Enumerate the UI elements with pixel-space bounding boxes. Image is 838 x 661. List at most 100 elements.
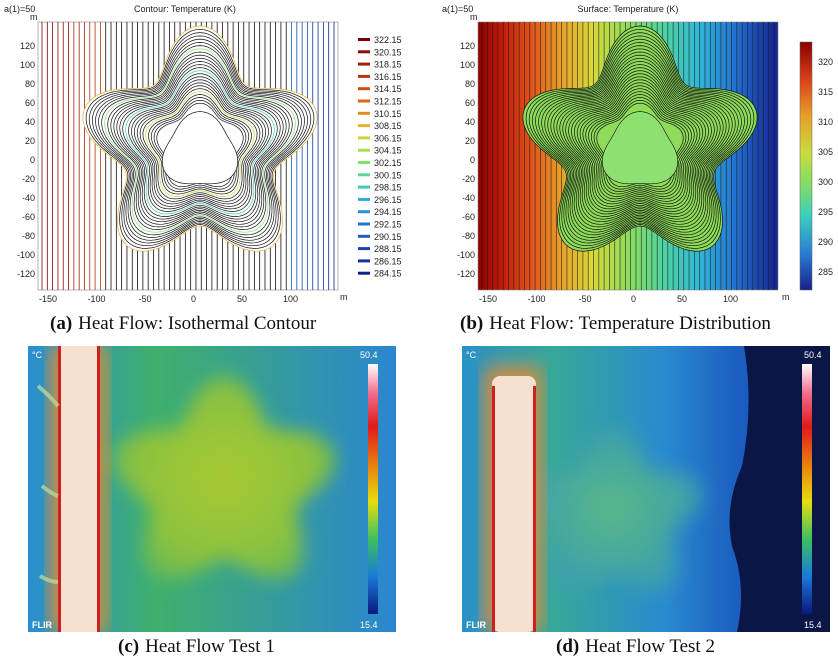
legend-swatch <box>358 222 370 226</box>
x-tick-label: -150 <box>39 294 57 304</box>
x-tick-label: 50 <box>677 294 687 304</box>
y-tick-label: -100 <box>17 250 35 260</box>
star-contour <box>101 45 299 236</box>
legend-label: 310.15 <box>374 109 402 119</box>
unit-label: °C <box>466 350 477 360</box>
star-contour <box>541 45 739 236</box>
legend-label: 302.15 <box>374 158 402 168</box>
legend-swatch <box>358 234 370 238</box>
star-contour <box>559 64 721 220</box>
legend-label: 316.15 <box>374 72 402 82</box>
y-tick-label: -100 <box>457 250 475 260</box>
y-tick-label: 40 <box>465 117 475 127</box>
star-contour <box>145 91 255 197</box>
legend-swatch <box>358 148 370 152</box>
colorbar-tick-label: 285 <box>818 267 833 277</box>
heated-star-region <box>522 427 702 592</box>
y-tick-label: 100 <box>460 60 475 70</box>
legend-label: 306.15 <box>374 133 402 143</box>
y-unit: m <box>30 12 38 22</box>
star-contour <box>107 51 293 230</box>
legend-swatch <box>358 99 370 103</box>
star-contour <box>136 82 264 205</box>
x-tick-label: 0 <box>191 294 196 304</box>
temperature-scale <box>802 364 812 614</box>
legend-swatch <box>358 50 370 54</box>
star-contour <box>593 99 687 190</box>
y-tick-label: -40 <box>22 193 35 203</box>
caption-d: (d) Heat Flow Test 2 <box>556 636 715 658</box>
star-contour <box>116 61 284 223</box>
legend-swatch <box>358 38 370 41</box>
y-tick-label: -60 <box>22 212 35 222</box>
star-surface <box>522 25 758 252</box>
legend-label: 304.15 <box>374 146 402 156</box>
thermal-image-test-1 <box>28 346 396 632</box>
star-contour <box>562 67 718 217</box>
colorbar-tick-label: 295 <box>818 207 833 217</box>
star-contour <box>525 28 755 249</box>
legend-label: 318.15 <box>374 60 402 70</box>
star-contour <box>148 94 252 195</box>
star-contour <box>98 42 302 238</box>
legend-swatch <box>358 74 370 78</box>
star-contour <box>134 79 266 207</box>
x-tick-label: -50 <box>578 294 591 304</box>
legend-label: 312.15 <box>374 97 402 107</box>
scale-min: 15.4 <box>804 620 822 630</box>
x-tick-labels: -150 -100 -50 0 50 100 <box>39 294 298 304</box>
legend-label: 292.15 <box>374 220 402 230</box>
colorbar-tick-label: 300 <box>818 177 833 187</box>
caption-b-text: Heat Flow: Temperature Distribution <box>489 313 771 334</box>
legend-label: 308.15 <box>374 121 402 131</box>
legend-label: 284.15 <box>374 269 402 279</box>
caption-b: (b) Heat Flow: Temperature Distribution <box>460 313 771 335</box>
legend-swatch <box>358 161 370 164</box>
caption-b-label: (b) <box>460 313 484 334</box>
param-label: a(1)=50 <box>442 4 473 14</box>
star-contour <box>579 85 701 202</box>
star-contour <box>565 70 715 215</box>
legend-label: 320.15 <box>374 47 402 57</box>
colorbar-tick-label: 315 <box>818 87 833 97</box>
legend-label: 300.15 <box>374 170 402 180</box>
y-tick-label: 120 <box>460 41 475 51</box>
star-contour <box>550 54 730 228</box>
contour-figure: a(1)=50 Contour: Temperature (K) m m 120… <box>4 4 402 304</box>
star-contour <box>532 35 748 244</box>
y-tick-label: 0 <box>470 155 475 165</box>
star-contour <box>119 64 281 220</box>
legend-swatch <box>358 87 370 91</box>
y-tick-labels: 120 100 80 60 40 20 0 -20 -40 -60 -80 -100 -120 <box>457 41 475 279</box>
star-contour <box>547 51 733 230</box>
caption-c-label: (c) <box>118 636 140 657</box>
star-contour <box>522 25 758 252</box>
star-contour <box>582 88 698 200</box>
legend-swatch <box>358 247 370 251</box>
colorbar <box>799 41 813 291</box>
y-tick-label: 20 <box>465 136 475 146</box>
star-contour <box>156 102 244 188</box>
y-tick-label: -120 <box>17 269 35 279</box>
caption-a-label: (a) <box>50 313 73 334</box>
y-tick-label: 40 <box>25 117 35 127</box>
star-contour <box>571 76 709 210</box>
legend-swatch <box>358 136 370 140</box>
scale-max: 50.4 <box>360 350 378 360</box>
scale-max: 50.4 <box>804 350 822 360</box>
heating-element <box>492 376 536 632</box>
y-tick-label: -80 <box>462 231 475 241</box>
legend-label: 314.15 <box>374 84 402 94</box>
legend-swatch <box>358 259 370 263</box>
legend-label: 322.15 <box>374 35 402 45</box>
star-contour <box>588 94 692 195</box>
colorbar-tick-label: 310 <box>818 117 833 127</box>
star-contour <box>556 61 724 223</box>
x-tick-labels: -150 -100 -50 0 50 100 <box>479 294 738 304</box>
inner-core <box>602 111 678 185</box>
y-tick-label: -20 <box>22 174 35 184</box>
y-tick-label: -120 <box>457 269 475 279</box>
y-unit: m <box>470 12 478 22</box>
unit-label: °C <box>32 350 43 360</box>
legend-swatch <box>358 173 370 177</box>
